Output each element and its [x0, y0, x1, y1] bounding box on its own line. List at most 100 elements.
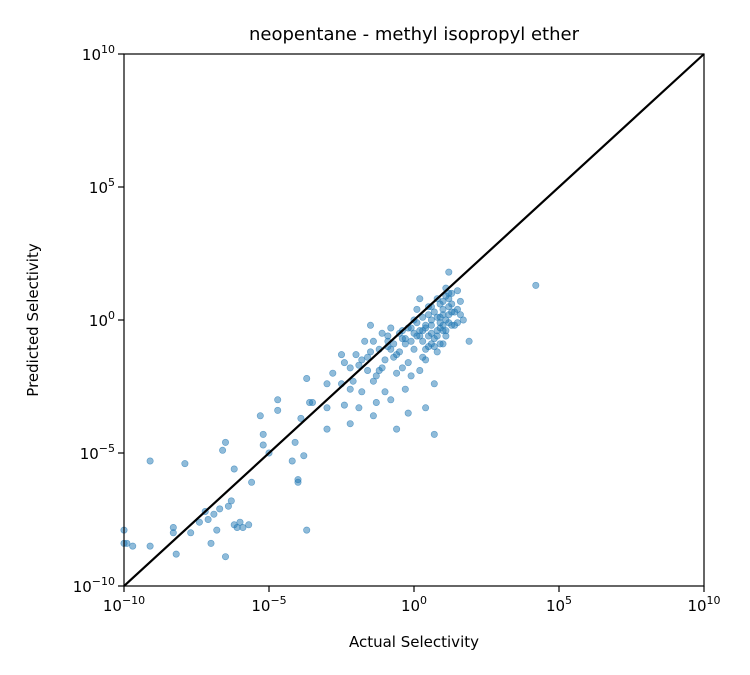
data-point [439, 327, 447, 335]
data-point [323, 404, 331, 412]
y-tick-label: 10−5 [80, 442, 115, 463]
data-point [393, 369, 401, 377]
data-point [445, 289, 453, 297]
data-point [372, 372, 380, 380]
data-point [390, 340, 398, 348]
data-point [340, 401, 348, 409]
data-point [236, 518, 244, 526]
data-point [445, 268, 453, 276]
data-point [355, 404, 363, 412]
data-point [169, 529, 177, 537]
data-point [401, 335, 409, 343]
data-point [532, 281, 540, 289]
data-point [256, 412, 264, 420]
data-point [465, 337, 473, 345]
data-point [216, 505, 224, 513]
data-point [123, 539, 131, 547]
data-point [413, 332, 421, 340]
data-point [146, 542, 154, 550]
data-point [439, 297, 447, 305]
data-point [387, 324, 395, 332]
data-point [369, 412, 377, 420]
data-point [224, 502, 232, 510]
data-point [424, 311, 432, 319]
data-point [146, 457, 154, 465]
data-point [346, 420, 354, 428]
data-point [308, 398, 316, 406]
data-point [291, 438, 299, 446]
y-tick-label: 10−10 [73, 575, 115, 596]
data-point [245, 521, 253, 529]
data-point [439, 305, 447, 313]
data-point [366, 321, 374, 329]
data-point [358, 356, 366, 364]
data-point [300, 452, 308, 460]
data-point [210, 510, 218, 518]
data-point [181, 460, 189, 468]
data-point [372, 398, 380, 406]
data-point [407, 324, 415, 332]
data-point [401, 385, 409, 393]
y-tick-label: 105 [89, 176, 115, 197]
data-point [364, 353, 372, 361]
data-point [349, 377, 357, 385]
x-tick-label: 10−10 [103, 594, 145, 615]
data-point [378, 364, 386, 372]
data-point [407, 337, 415, 345]
data-point [129, 542, 137, 550]
data-point [416, 295, 424, 303]
data-point [430, 430, 438, 438]
data-point [323, 380, 331, 388]
data-point [453, 305, 461, 313]
data-point [453, 287, 461, 295]
data-point [303, 526, 311, 534]
data-point [430, 308, 438, 316]
data-point [398, 364, 406, 372]
data-point [222, 553, 230, 561]
y-tick-label: 1010 [82, 43, 115, 64]
y-tick-label: 100 [89, 309, 115, 330]
data-point [366, 348, 374, 356]
data-point [207, 539, 215, 547]
data-point [259, 441, 267, 449]
data-point [274, 406, 282, 414]
data-point [433, 348, 441, 356]
data-point [381, 356, 389, 364]
data-point [323, 425, 331, 433]
data-point [419, 327, 427, 335]
data-point [433, 332, 441, 340]
data-point [407, 372, 415, 380]
data-point [294, 476, 302, 484]
data-point [204, 515, 212, 523]
data-point [427, 321, 435, 329]
data-point [448, 300, 456, 308]
data-point [219, 446, 227, 454]
data-point [451, 321, 459, 329]
x-tick-label: 100 [401, 594, 427, 615]
data-point [248, 478, 256, 486]
data-point [222, 438, 230, 446]
data-point [427, 340, 435, 348]
x-tick-label: 105 [546, 594, 572, 615]
data-point [430, 380, 438, 388]
data-point [442, 332, 450, 340]
data-point [369, 377, 377, 385]
data-point [274, 396, 282, 404]
data-point [416, 366, 424, 374]
x-axis-ticks: 10−10 10−5 100 105 1010 [103, 586, 721, 615]
data-point [364, 366, 372, 374]
y-axis-ticks: 10−10 10−5 100 105 1010 [73, 43, 124, 596]
data-point [346, 364, 354, 372]
data-point [422, 404, 430, 412]
data-point [297, 414, 305, 422]
data-point [303, 374, 311, 382]
scatter-points [120, 268, 540, 561]
x-axis-label: Actual Selectivity [349, 633, 479, 651]
data-point [355, 361, 363, 369]
data-point [288, 457, 296, 465]
data-point [187, 529, 195, 537]
data-point [410, 345, 418, 353]
y-axis-label: Predicted Selectivity [24, 243, 42, 397]
data-point [456, 311, 464, 319]
